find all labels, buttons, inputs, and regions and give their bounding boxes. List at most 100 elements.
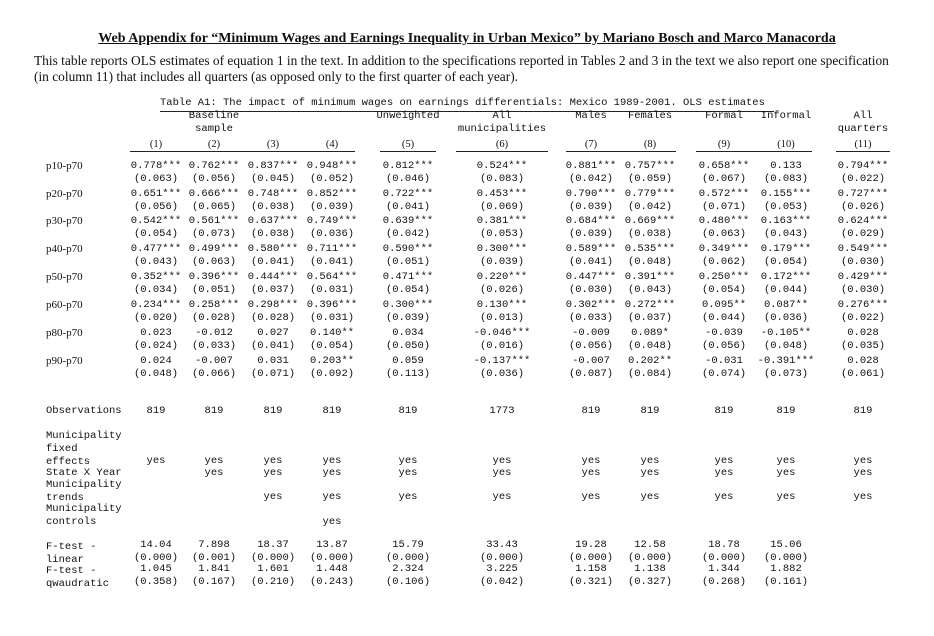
- table-cell: 0.028 (0.035): [832, 327, 894, 353]
- std-error: (0.041): [568, 256, 614, 268]
- table-cell: 0.580*** (0.041): [242, 243, 304, 269]
- column-number: (6): [495, 139, 509, 150]
- table-cell: 0.381*** (0.053): [471, 215, 533, 241]
- coefficient: 0.666***: [188, 188, 240, 200]
- std-error: (0.053): [479, 228, 525, 240]
- group-header-line: quarters: [837, 123, 889, 135]
- coefficient: 0.444***: [247, 271, 299, 283]
- table-cell: 0.658*** (0.067): [693, 160, 755, 186]
- group-header: Unweighted: [358, 110, 458, 123]
- std-error: (0.041): [385, 201, 431, 213]
- coefficient: 0.549***: [837, 243, 889, 255]
- std-error: (0.048): [627, 340, 673, 352]
- table-cell: 0.790*** (0.039): [560, 188, 622, 214]
- coefficient: 0.477***: [130, 243, 182, 255]
- control-label: Municipality controls: [46, 503, 122, 528]
- group-header-line: Formal: [705, 110, 743, 122]
- ftest-pvalue: (0.042): [479, 576, 525, 588]
- std-error: (0.056): [568, 340, 614, 352]
- std-error: (0.038): [627, 228, 673, 240]
- table-cell: 0.477*** (0.043): [125, 243, 187, 269]
- group-header-line: Baseline: [188, 110, 240, 122]
- coefficient: 0.499***: [188, 243, 240, 255]
- control-value: yes: [263, 455, 283, 467]
- control-label: State X Year: [46, 467, 122, 479]
- coefficient: 0.542***: [130, 215, 182, 227]
- table-cell: 0.447*** (0.030): [560, 271, 622, 297]
- coefficient: 0.471***: [382, 271, 434, 283]
- ftest-cell: 1.138 (0.327): [619, 563, 681, 589]
- std-error: (0.038): [250, 228, 296, 240]
- std-error: (0.039): [309, 201, 355, 213]
- control-value: yes: [204, 467, 224, 479]
- std-error: (0.061): [840, 368, 886, 380]
- table-cell: 0.130*** (0.013): [471, 299, 533, 325]
- group-header-line: Females: [627, 110, 673, 122]
- coefficient: 0.794***: [837, 160, 889, 172]
- ftest-cell: 7.898 (0.001): [183, 539, 245, 565]
- table-cell: 0.722*** (0.041): [377, 188, 439, 214]
- column-number: (7): [584, 139, 598, 150]
- coefficient: 0.812***: [382, 160, 434, 172]
- std-error: (0.045): [250, 173, 296, 185]
- ftest-stat: 19.28: [575, 539, 607, 551]
- table-cell: -0.031 (0.074): [693, 355, 755, 381]
- coefficient: 0.396***: [188, 271, 240, 283]
- control-value: yes: [853, 455, 873, 467]
- std-error: (0.092): [309, 368, 355, 380]
- intro-line: This table reports OLS estimates of equa…: [34, 53, 889, 68]
- ftest-cell: 33.43 (0.000): [471, 539, 533, 565]
- std-error: (0.044): [763, 284, 809, 296]
- coefficient: 0.637***: [247, 215, 299, 227]
- ftest-pvalue: (0.000): [479, 552, 525, 564]
- table-cell: 0.684*** (0.039): [560, 215, 622, 241]
- std-error: (0.044): [701, 312, 747, 324]
- control-value: yes: [492, 491, 512, 503]
- std-error: (0.033): [191, 340, 237, 352]
- coefficient: 0.130***: [476, 299, 528, 311]
- table-cell: 0.027 (0.041): [242, 327, 304, 353]
- table-cell: 0.453*** (0.069): [471, 188, 533, 214]
- coefficient: 0.757***: [624, 160, 676, 172]
- table-cell: -0.046*** (0.016): [471, 327, 533, 353]
- std-error: (0.067): [701, 173, 747, 185]
- ftest-cell: 18.78 (0.000): [693, 539, 755, 565]
- std-error: (0.056): [133, 201, 179, 213]
- ftest-pvalue: (0.000): [133, 552, 179, 564]
- group-header: All quarters: [813, 110, 913, 136]
- table-cell: 0.024 (0.048): [125, 355, 187, 381]
- std-error: (0.020): [133, 312, 179, 324]
- std-error: (0.013): [479, 312, 525, 324]
- table-cell: 0.852*** (0.039): [301, 188, 363, 214]
- coefficient: -0.046***: [473, 327, 531, 339]
- coefficient: 0.349***: [698, 243, 750, 255]
- ftest-stat: 14.04: [140, 539, 172, 551]
- table-cell: 0.669*** (0.038): [619, 215, 681, 241]
- table-cell: 0.779*** (0.042): [619, 188, 681, 214]
- std-error: (0.029): [840, 228, 886, 240]
- observations-value: 819: [322, 405, 342, 417]
- ftest-cell: 2.324 (0.106): [377, 563, 439, 589]
- table-cell: 0.089* (0.048): [619, 327, 681, 353]
- coefficient: -0.007: [572, 355, 610, 367]
- caption-rule: [160, 111, 774, 112]
- std-error: (0.022): [840, 312, 886, 324]
- table-cell: 0.095** (0.044): [693, 299, 755, 325]
- table-cell: 0.564*** (0.031): [301, 271, 363, 297]
- group-header: All municipalities: [452, 110, 552, 136]
- control-value: yes: [322, 516, 342, 528]
- observations-value: 819: [853, 405, 873, 417]
- std-error: (0.050): [385, 340, 431, 352]
- coefficient: 0.748***: [247, 188, 299, 200]
- table-cell: 0.748*** (0.038): [242, 188, 304, 214]
- table-cell: 0.031 (0.071): [242, 355, 304, 381]
- coefficient: 0.300***: [382, 299, 434, 311]
- coefficient: 0.669***: [624, 215, 676, 227]
- table-cell: 0.499*** (0.063): [183, 243, 245, 269]
- table-cell: 0.300*** (0.039): [377, 299, 439, 325]
- table-cell: 0.258*** (0.028): [183, 299, 245, 325]
- std-error: (0.069): [479, 201, 525, 213]
- ftest-pvalue: (0.167): [191, 576, 237, 588]
- group-header: Formal: [674, 110, 774, 123]
- std-error: (0.054): [701, 284, 747, 296]
